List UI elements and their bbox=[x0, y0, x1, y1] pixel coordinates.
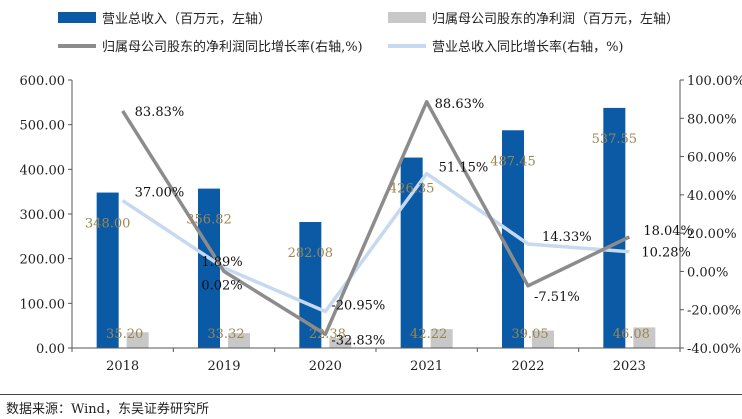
bar-revenue bbox=[502, 130, 524, 348]
right-tick-label: 40.00% bbox=[687, 189, 737, 204]
left-tick-label: 600.00 bbox=[20, 74, 66, 89]
line-profit-growth bbox=[121, 100, 631, 337]
line-revenue-growth bbox=[121, 171, 630, 314]
x-tick-label: 2021 bbox=[410, 359, 443, 374]
right-axis: -40.00% -20.00% 0.00% 20.00% 40.00% 60.00% 80.… bbox=[679, 74, 742, 357]
x-tick-label: 2018 bbox=[106, 359, 139, 374]
label-net-profit: 33.32 bbox=[207, 327, 244, 342]
bar-net-profit bbox=[633, 327, 656, 348]
x-tick-label: 2023 bbox=[613, 359, 646, 374]
legend-label-4: 营业总收入同比增长率(右轴，%) bbox=[432, 39, 624, 55]
bar-net-profit bbox=[228, 333, 250, 348]
label-profit-growth: 88.63% bbox=[435, 97, 485, 112]
bar-revenue bbox=[198, 188, 220, 348]
label-profit-growth: 18.04% bbox=[643, 224, 693, 239]
legend-swatch-2 bbox=[388, 12, 426, 23]
label-profit-growth: 0.02% bbox=[201, 278, 242, 293]
label-revenue: 356.82 bbox=[186, 213, 232, 228]
left-tick-label: 100.00 bbox=[20, 297, 66, 312]
label-revenue-growth: 1.89% bbox=[201, 255, 242, 270]
legend: 营业总收入（百万元，左轴） 归属母公司股东的净利润（百万元，左轴） 归属母公司股东的… bbox=[58, 11, 679, 55]
label-profit-growth: -32.83% bbox=[331, 333, 385, 348]
bar-revenue bbox=[96, 192, 119, 348]
right-tick-label: 60.00% bbox=[687, 151, 737, 166]
right-tick-label: -20.00% bbox=[687, 304, 741, 319]
bar-net-profit bbox=[532, 330, 554, 348]
bar-net-profit bbox=[126, 332, 149, 348]
x-tick-label: 2022 bbox=[511, 359, 544, 374]
label-profit-growth: 83.83% bbox=[135, 105, 185, 120]
combo-chart: 营业总收入（百万元，左轴） 归属母公司股东的净利润（百万元，左轴） 归属母公司股东的… bbox=[20, 11, 742, 374]
legend-swatch-1 bbox=[58, 12, 96, 23]
label-revenue-growth: 14.33% bbox=[542, 230, 592, 245]
right-tick-label: -40.00% bbox=[687, 342, 741, 357]
label-net-profit: 39.05 bbox=[511, 327, 548, 342]
bars bbox=[96, 107, 656, 348]
label-revenue: 426.35 bbox=[389, 182, 435, 197]
label-net-profit: 42.22 bbox=[410, 327, 447, 342]
x-axis: 2018 2019 2020 2021 2022 2023 bbox=[71, 347, 681, 374]
bar-net-profit bbox=[430, 329, 453, 348]
left-tick-label: 500.00 bbox=[20, 119, 66, 134]
left-tick-label: 0.00 bbox=[36, 342, 65, 357]
left-tick-label: 300.00 bbox=[20, 208, 66, 223]
left-tick-label: 200.00 bbox=[20, 253, 66, 268]
label-revenue: 282.08 bbox=[288, 246, 334, 261]
right-tick-label: 0.00% bbox=[687, 265, 728, 280]
left-tick-label: 400.00 bbox=[20, 163, 66, 178]
label-net-profit: 35.20 bbox=[106, 327, 143, 342]
x-tick-label: 2020 bbox=[309, 359, 342, 374]
legend-label-2: 归属母公司股东的净利润（百万元，左轴） bbox=[432, 11, 679, 27]
label-revenue-growth: 51.15% bbox=[439, 161, 489, 176]
label-profit-growth: -7.51% bbox=[534, 290, 580, 305]
lines bbox=[121, 100, 631, 337]
bar-revenue bbox=[400, 157, 423, 348]
right-tick-label: 80.00% bbox=[687, 112, 737, 127]
label-revenue: 348.00 bbox=[85, 217, 131, 232]
bar-net-profit bbox=[329, 338, 352, 348]
label-net-profit: 46.08 bbox=[613, 327, 650, 342]
label-revenue-growth: 10.28% bbox=[641, 246, 691, 261]
label-revenue: 487.45 bbox=[490, 154, 536, 169]
footer-rule bbox=[0, 394, 742, 395]
right-tick-label: 100.00% bbox=[687, 74, 742, 89]
source-note: 数据来源：Wind，东吴证券研究所 bbox=[6, 402, 209, 417]
label-revenue-growth: 37.00% bbox=[135, 186, 185, 201]
data-labels: 348.00 356.82 282.08 426.35 487.45 537.55 35.2… bbox=[85, 97, 693, 349]
label-revenue: 537.55 bbox=[592, 132, 638, 147]
legend-label-3: 归属母公司股东的净利润同比增长率(右轴,%) bbox=[102, 39, 363, 55]
label-revenue-growth: -20.95% bbox=[331, 299, 385, 314]
left-axis: 0.00 100.00 200.00 300.00 400.00 500.00 600.00 bbox=[20, 74, 73, 357]
legend-label-1: 营业总收入（百万元，左轴） bbox=[102, 12, 271, 27]
bar-revenue bbox=[299, 222, 322, 348]
right-tick-label: 20.00% bbox=[687, 227, 737, 242]
x-tick-label: 2019 bbox=[207, 359, 240, 374]
bar-revenue bbox=[603, 107, 626, 348]
label-net-profit: 22.38 bbox=[309, 327, 346, 342]
